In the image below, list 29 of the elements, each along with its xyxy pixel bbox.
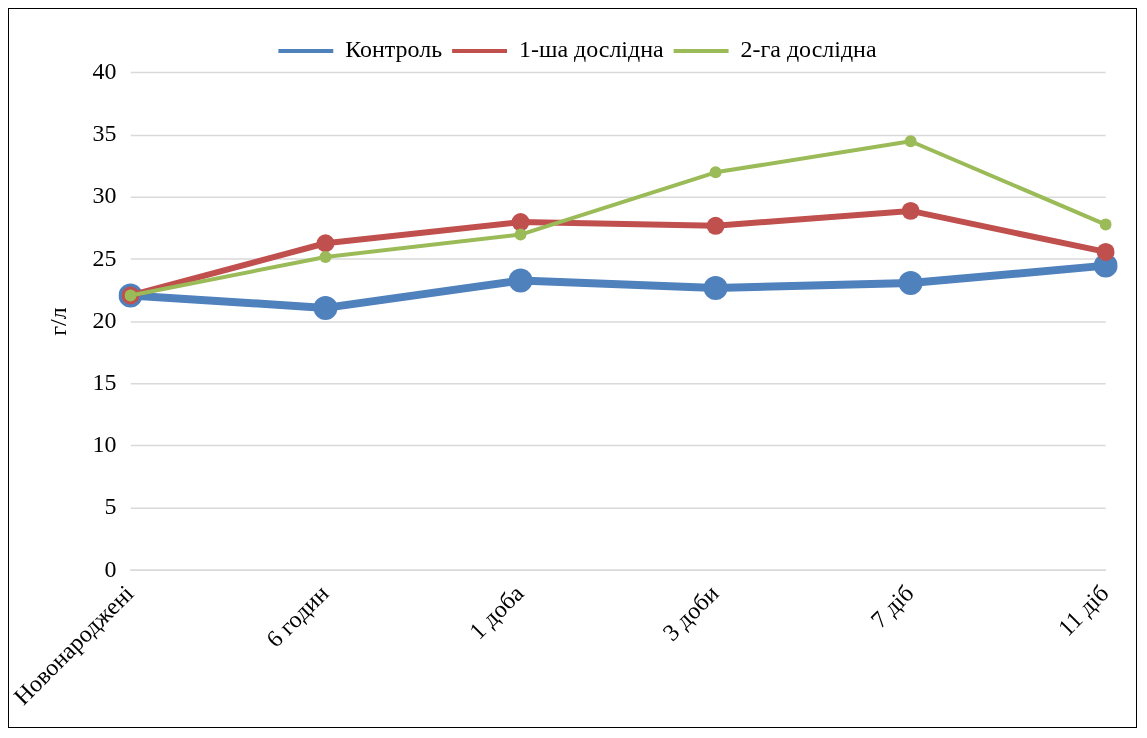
y-tick-label: 20 xyxy=(92,306,117,333)
point xyxy=(706,216,725,235)
legend-label: 2-га дослідна xyxy=(740,36,877,63)
legend-label: Контроль xyxy=(345,36,443,63)
point xyxy=(904,135,917,148)
y-tick-label: 30 xyxy=(92,182,117,209)
point xyxy=(316,234,335,253)
point xyxy=(508,268,533,293)
point xyxy=(901,201,920,220)
point xyxy=(511,213,530,232)
point xyxy=(514,228,527,241)
point xyxy=(313,295,338,320)
y-tick-label: 35 xyxy=(92,120,117,147)
point xyxy=(898,271,923,296)
y-tick-label: 10 xyxy=(92,431,117,458)
point xyxy=(703,276,728,300)
y-tick-label: 0 xyxy=(104,555,117,582)
y-tick-label: 5 xyxy=(104,493,117,520)
point xyxy=(319,250,332,263)
x-tick-label: 11 діб xyxy=(1052,580,1114,641)
y-tick-label: 40 xyxy=(92,58,117,85)
point xyxy=(1099,218,1112,231)
y-axis-title: г/л xyxy=(45,307,72,336)
y-tick-label: 25 xyxy=(92,244,117,271)
y-tick-label: 15 xyxy=(92,369,117,396)
legend-label: 1-ша дослідна xyxy=(519,36,665,63)
point xyxy=(709,166,722,179)
point xyxy=(1096,242,1115,261)
x-tick-label: 7 діб xyxy=(865,580,919,634)
